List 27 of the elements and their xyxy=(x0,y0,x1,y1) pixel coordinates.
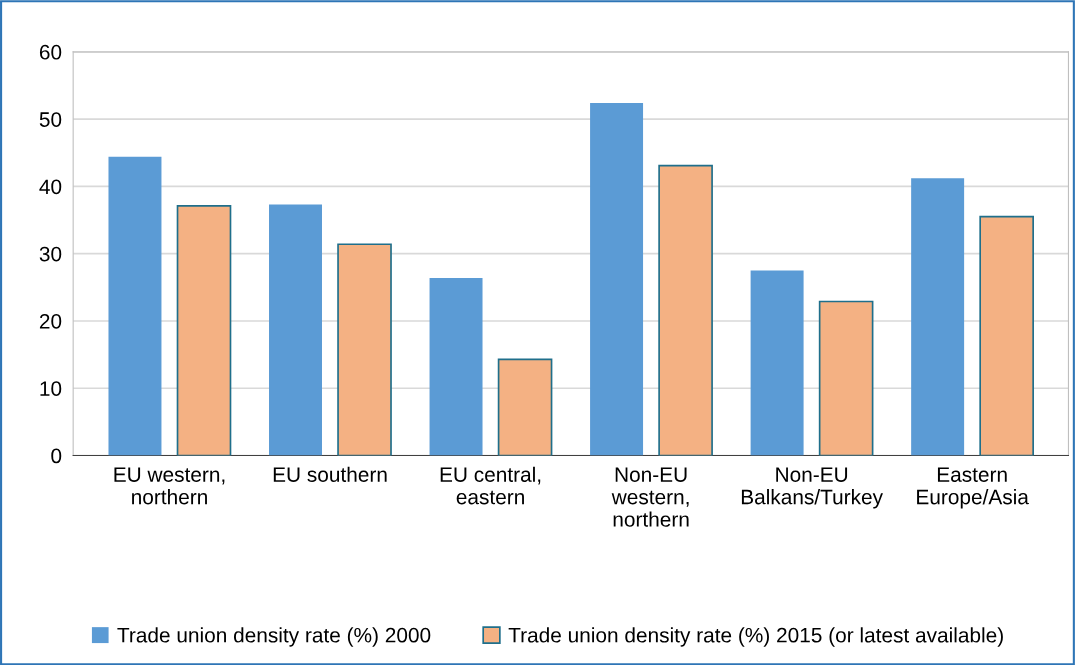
bar xyxy=(979,215,1034,456)
bar xyxy=(590,103,644,456)
y-tick-label: 20 xyxy=(39,313,62,329)
bar xyxy=(429,277,483,456)
legend-label: Trade union density rate (%) 2000 xyxy=(117,627,431,647)
y-tick-label: 10 xyxy=(40,381,62,396)
bar xyxy=(750,270,804,456)
bar xyxy=(911,178,965,456)
y-tick-label: 30 xyxy=(39,246,62,262)
bar xyxy=(269,204,322,456)
x-tick-label: Non-EU Balkans/Turkey xyxy=(741,467,883,509)
bar xyxy=(497,358,553,456)
y-tick-label: 50 xyxy=(39,112,62,127)
legend-label: Trade union density rate (%) 2015 (or latest available) xyxy=(508,627,1003,647)
x-tick-label: Non-EU western, northern xyxy=(611,467,689,527)
x-tick-label: EU central, eastern xyxy=(440,466,541,505)
y-tick-label: 40 xyxy=(39,179,62,195)
x-tick-label: Eastern Europe/Asia xyxy=(917,467,1029,509)
bar xyxy=(176,205,232,456)
bar xyxy=(337,243,392,456)
y-tick-label: 0 xyxy=(51,448,62,464)
y-tick-label: 60 xyxy=(39,44,62,60)
bar xyxy=(658,164,713,456)
x-tick-label: EU western, northern xyxy=(114,467,225,505)
bar xyxy=(818,300,874,456)
x-tick-label: EU southern xyxy=(273,466,387,482)
bar xyxy=(108,156,162,456)
